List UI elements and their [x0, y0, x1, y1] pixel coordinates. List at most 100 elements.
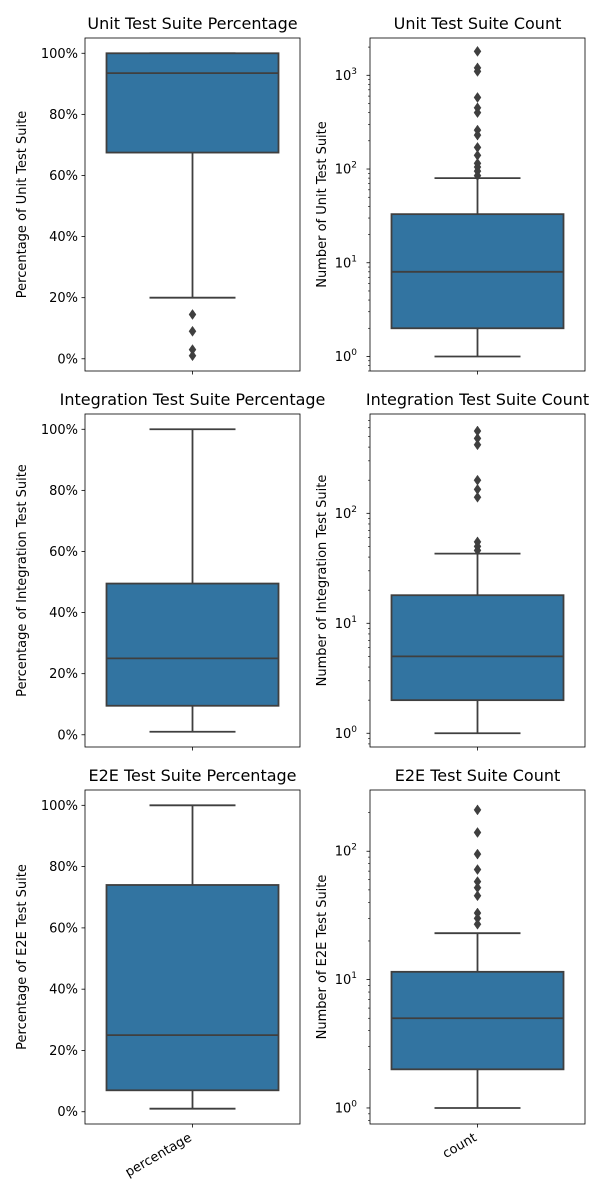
y-axis-label: Number of Integration Test Suite [315, 475, 330, 687]
outlier-point [473, 864, 482, 875]
outlier-point [473, 890, 482, 902]
y-tick-label-base: 0% [57, 728, 78, 743]
y-tick-label: 102 [335, 161, 357, 178]
y-tick-label: 0% [57, 1105, 78, 1120]
y-tick-label-exponent: 0 [351, 725, 357, 735]
y-tick-label-base: 10 [335, 1101, 352, 1116]
chart-title: Unit Test Suite Count [394, 14, 562, 33]
y-tick-label-base: 80% [49, 484, 78, 499]
x-tick-label: percentage [123, 1130, 195, 1180]
y-tick-label: 60% [49, 169, 78, 184]
y-tick-label-base: 10 [335, 350, 352, 365]
y-tick-label: 100 [335, 1099, 358, 1116]
y-tick-label: 80% [49, 484, 78, 499]
y-tick-label-base: 20% [49, 1044, 78, 1059]
y-tick-label: 100% [41, 799, 78, 814]
y-tick-label-exponent: 1 [351, 254, 357, 264]
subplot-5: E2E Test Suite Percentage Percentage of E… [15, 766, 301, 1180]
y-tick-label: 80% [49, 108, 78, 123]
y-tick-label-base: 20% [49, 291, 78, 306]
y-tick-label-base: 60% [49, 169, 78, 184]
y-tick-label-exponent: 3 [351, 67, 357, 77]
y-tick-label-base: 60% [49, 921, 78, 936]
chart-title: Integration Test Suite Count [366, 390, 589, 409]
y-tick-label: 0% [57, 728, 78, 743]
y-tick-label-base: 100% [41, 423, 78, 438]
y-tick-label-base: 10 [335, 507, 352, 522]
outlier-point [473, 107, 482, 119]
x-tick-label: count [440, 1130, 479, 1161]
box [390, 594, 565, 702]
y-tick-label: 100 [335, 725, 358, 742]
y-tick-label: 102 [335, 505, 357, 522]
outlier-point [473, 848, 482, 860]
y-tick-label-base: 100% [41, 799, 78, 814]
y-tick-label-exponent: 0 [351, 1099, 357, 1109]
outlier-point [473, 491, 482, 503]
outlier-point [473, 439, 482, 451]
outlier-point [188, 309, 197, 320]
y-tick-label: 100% [41, 423, 78, 438]
y-tick-label-base: 60% [49, 545, 78, 560]
subplot-1: Unit Test Suite Percentage Percentage of … [15, 14, 301, 375]
subplot-6: E2E Test Suite Count Number of E2E Test S… [315, 766, 586, 1162]
outlier-point [473, 170, 482, 182]
outlier-point [188, 325, 197, 337]
box [105, 582, 280, 707]
outlier-point [473, 65, 482, 77]
chart-title: E2E Test Suite Count [395, 766, 561, 785]
subplot-2: Unit Test Suite Count Number of Unit Test… [315, 14, 586, 375]
y-tick-label: 20% [49, 1044, 78, 1059]
outlier-point [473, 827, 482, 838]
box [390, 970, 565, 1071]
y-tick-label: 103 [335, 67, 357, 84]
y-tick-label-base: 80% [49, 860, 78, 875]
outlier-point [473, 45, 482, 57]
chart-title: E2E Test Suite Percentage [88, 766, 296, 785]
outlier-point [473, 544, 482, 556]
y-axis-label: Percentage of Unit Test Suite [15, 111, 30, 298]
y-tick-label-exponent: 1 [351, 971, 357, 981]
y-axis-label: Percentage of Integration Test Suite [15, 464, 30, 697]
box [105, 884, 280, 1092]
y-tick-label-base: 40% [49, 230, 78, 245]
outlier-point [188, 350, 197, 362]
y-tick-label-base: 20% [49, 667, 78, 682]
y-tick-label: 20% [49, 291, 78, 306]
y-tick-label: 20% [49, 667, 78, 682]
y-tick-label-exponent: 0 [351, 348, 357, 358]
y-tick-label: 60% [49, 545, 78, 560]
y-tick-label-base: 10 [335, 973, 352, 988]
y-tick-label-base: 10 [335, 617, 352, 632]
outlier-point [473, 92, 482, 103]
y-axis-label: Percentage of E2E Test Suite [15, 864, 30, 1050]
y-tick-label-base: 10 [335, 163, 352, 178]
chart-title: Unit Test Suite Percentage [87, 14, 297, 33]
y-tick-label: 102 [335, 843, 357, 860]
subplot-3: Integration Test Suite Percentage Percent… [15, 390, 325, 751]
subplot-4: Integration Test Suite Count Number of In… [315, 390, 589, 751]
y-tick-label: 100% [41, 47, 78, 62]
y-tick-label-base: 10 [335, 69, 352, 84]
y-tick-label-exponent: 1 [351, 615, 357, 625]
y-axis-label: Number of E2E Test Suite [315, 875, 330, 1040]
y-tick-label: 40% [49, 606, 78, 621]
y-tick-label-exponent: 2 [351, 161, 357, 171]
y-tick-label-base: 0% [57, 352, 78, 367]
y-tick-label: 101 [335, 971, 357, 988]
outlier-point [473, 129, 482, 141]
y-tick-label: 80% [49, 860, 78, 875]
y-tick-label: 100 [335, 348, 358, 365]
y-tick-label-base: 0% [57, 1105, 78, 1120]
y-tick-label: 40% [49, 983, 78, 998]
y-axis-label: Number of Unit Test Suite [315, 121, 330, 288]
y-tick-label: 101 [335, 615, 357, 632]
y-tick-label: 0% [57, 352, 78, 367]
y-tick-label-base: 40% [49, 983, 78, 998]
outlier-point [473, 474, 482, 486]
y-tick-label-base: 100% [41, 47, 78, 62]
outlier-point [473, 804, 482, 816]
y-tick-label-base: 10 [335, 256, 352, 271]
y-tick-label: 101 [335, 254, 357, 271]
